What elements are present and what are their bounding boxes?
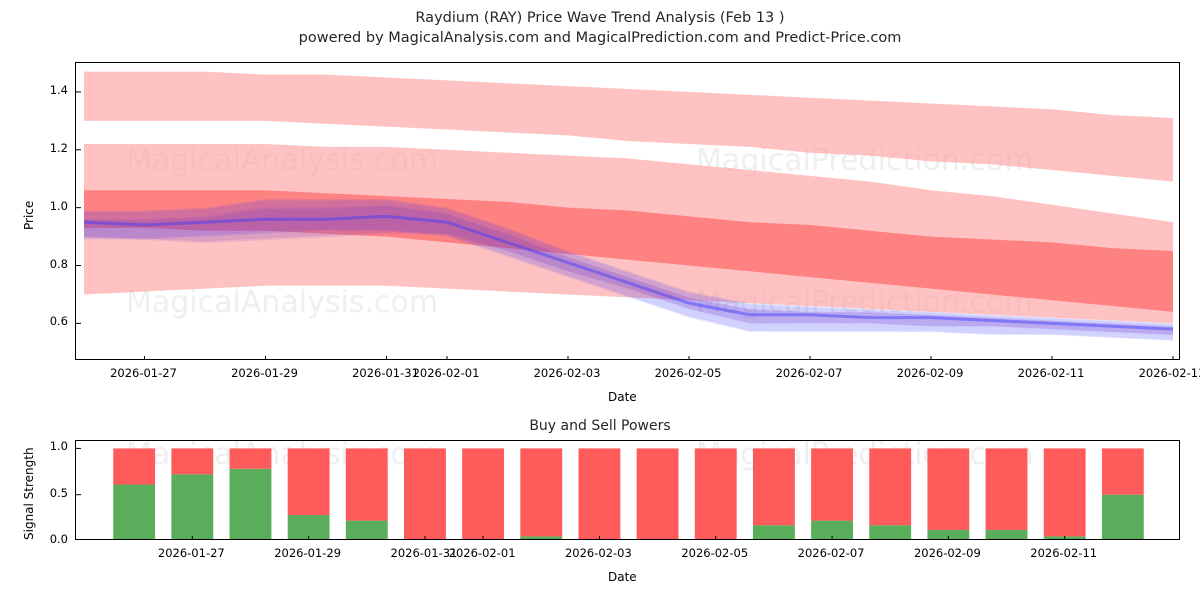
buy-sell-title: Buy and Sell Powers <box>529 418 671 434</box>
signal-y-tick: 0.5 <box>49 485 68 500</box>
signal-x-axis-label: Date <box>608 570 637 584</box>
price-wave-svg <box>76 71 1174 359</box>
price-x-tick: 2026-02-07 <box>775 366 843 380</box>
signal-x-tick: 2026-02-05 <box>681 546 749 560</box>
page-title: Raydium (RAY) Price Wave Trend Analysis … <box>415 10 785 26</box>
price-x-tick: 2026-01-29 <box>231 366 298 380</box>
signal-y-tick: 0.0 <box>49 532 68 546</box>
signal-y-axis-label: Signal Strength <box>22 447 36 540</box>
price-x-tick: 2026-02-09 <box>896 366 964 380</box>
title-block: Raydium (RAY) Price Wave Trend Analysis … <box>0 8 1200 48</box>
signal-x-tick: 2026-01-31 <box>390 546 458 560</box>
price-y-tick: 0.6 <box>49 314 68 329</box>
price-x-tick: 2026-02-05 <box>654 366 722 380</box>
signal-x-tick: 2026-01-29 <box>274 546 342 560</box>
price-y-tick: 0.8 <box>49 256 68 271</box>
price-y-axis-label: Price <box>22 200 36 230</box>
signal-x-tick: 2026-02-01 <box>448 546 516 560</box>
price-wave-chart: MagicalAnalysis.com MagicalPrediction.co… <box>75 62 1180 360</box>
signal-x-tick: 2026-02-07 <box>797 546 865 560</box>
buy-sell-svg <box>76 447 1144 539</box>
price-x-tick: 2026-02-03 <box>533 366 601 380</box>
price-x-tick: 2026-02-13 <box>1138 366 1200 380</box>
price-x-tick: 2026-01-31 <box>352 366 419 380</box>
signal-y-tick: 1.0 <box>49 439 68 454</box>
signal-x-tick: 2026-02-11 <box>1030 546 1098 560</box>
buy-sell-chart: MagicalAnalysis.com MagicalPrediction.co… <box>75 440 1180 540</box>
signal-x-tick: 2026-02-03 <box>564 546 632 560</box>
price-x-tick: 2026-01-27 <box>110 366 177 380</box>
page-subtitle: powered by MagicalAnalysis.com and Magic… <box>298 30 902 46</box>
signal-x-tick: 2026-01-27 <box>157 546 225 560</box>
price-x-axis-label: Date <box>608 390 637 404</box>
price-x-tick: 2026-02-11 <box>1017 366 1085 380</box>
price-y-tick: 1.0 <box>49 198 68 213</box>
signal-x-tick: 2026-02-09 <box>913 546 981 560</box>
price-y-tick: 1.4 <box>49 82 68 97</box>
price-y-tick: 1.2 <box>49 140 68 155</box>
price-x-tick: 2026-02-01 <box>412 366 480 380</box>
